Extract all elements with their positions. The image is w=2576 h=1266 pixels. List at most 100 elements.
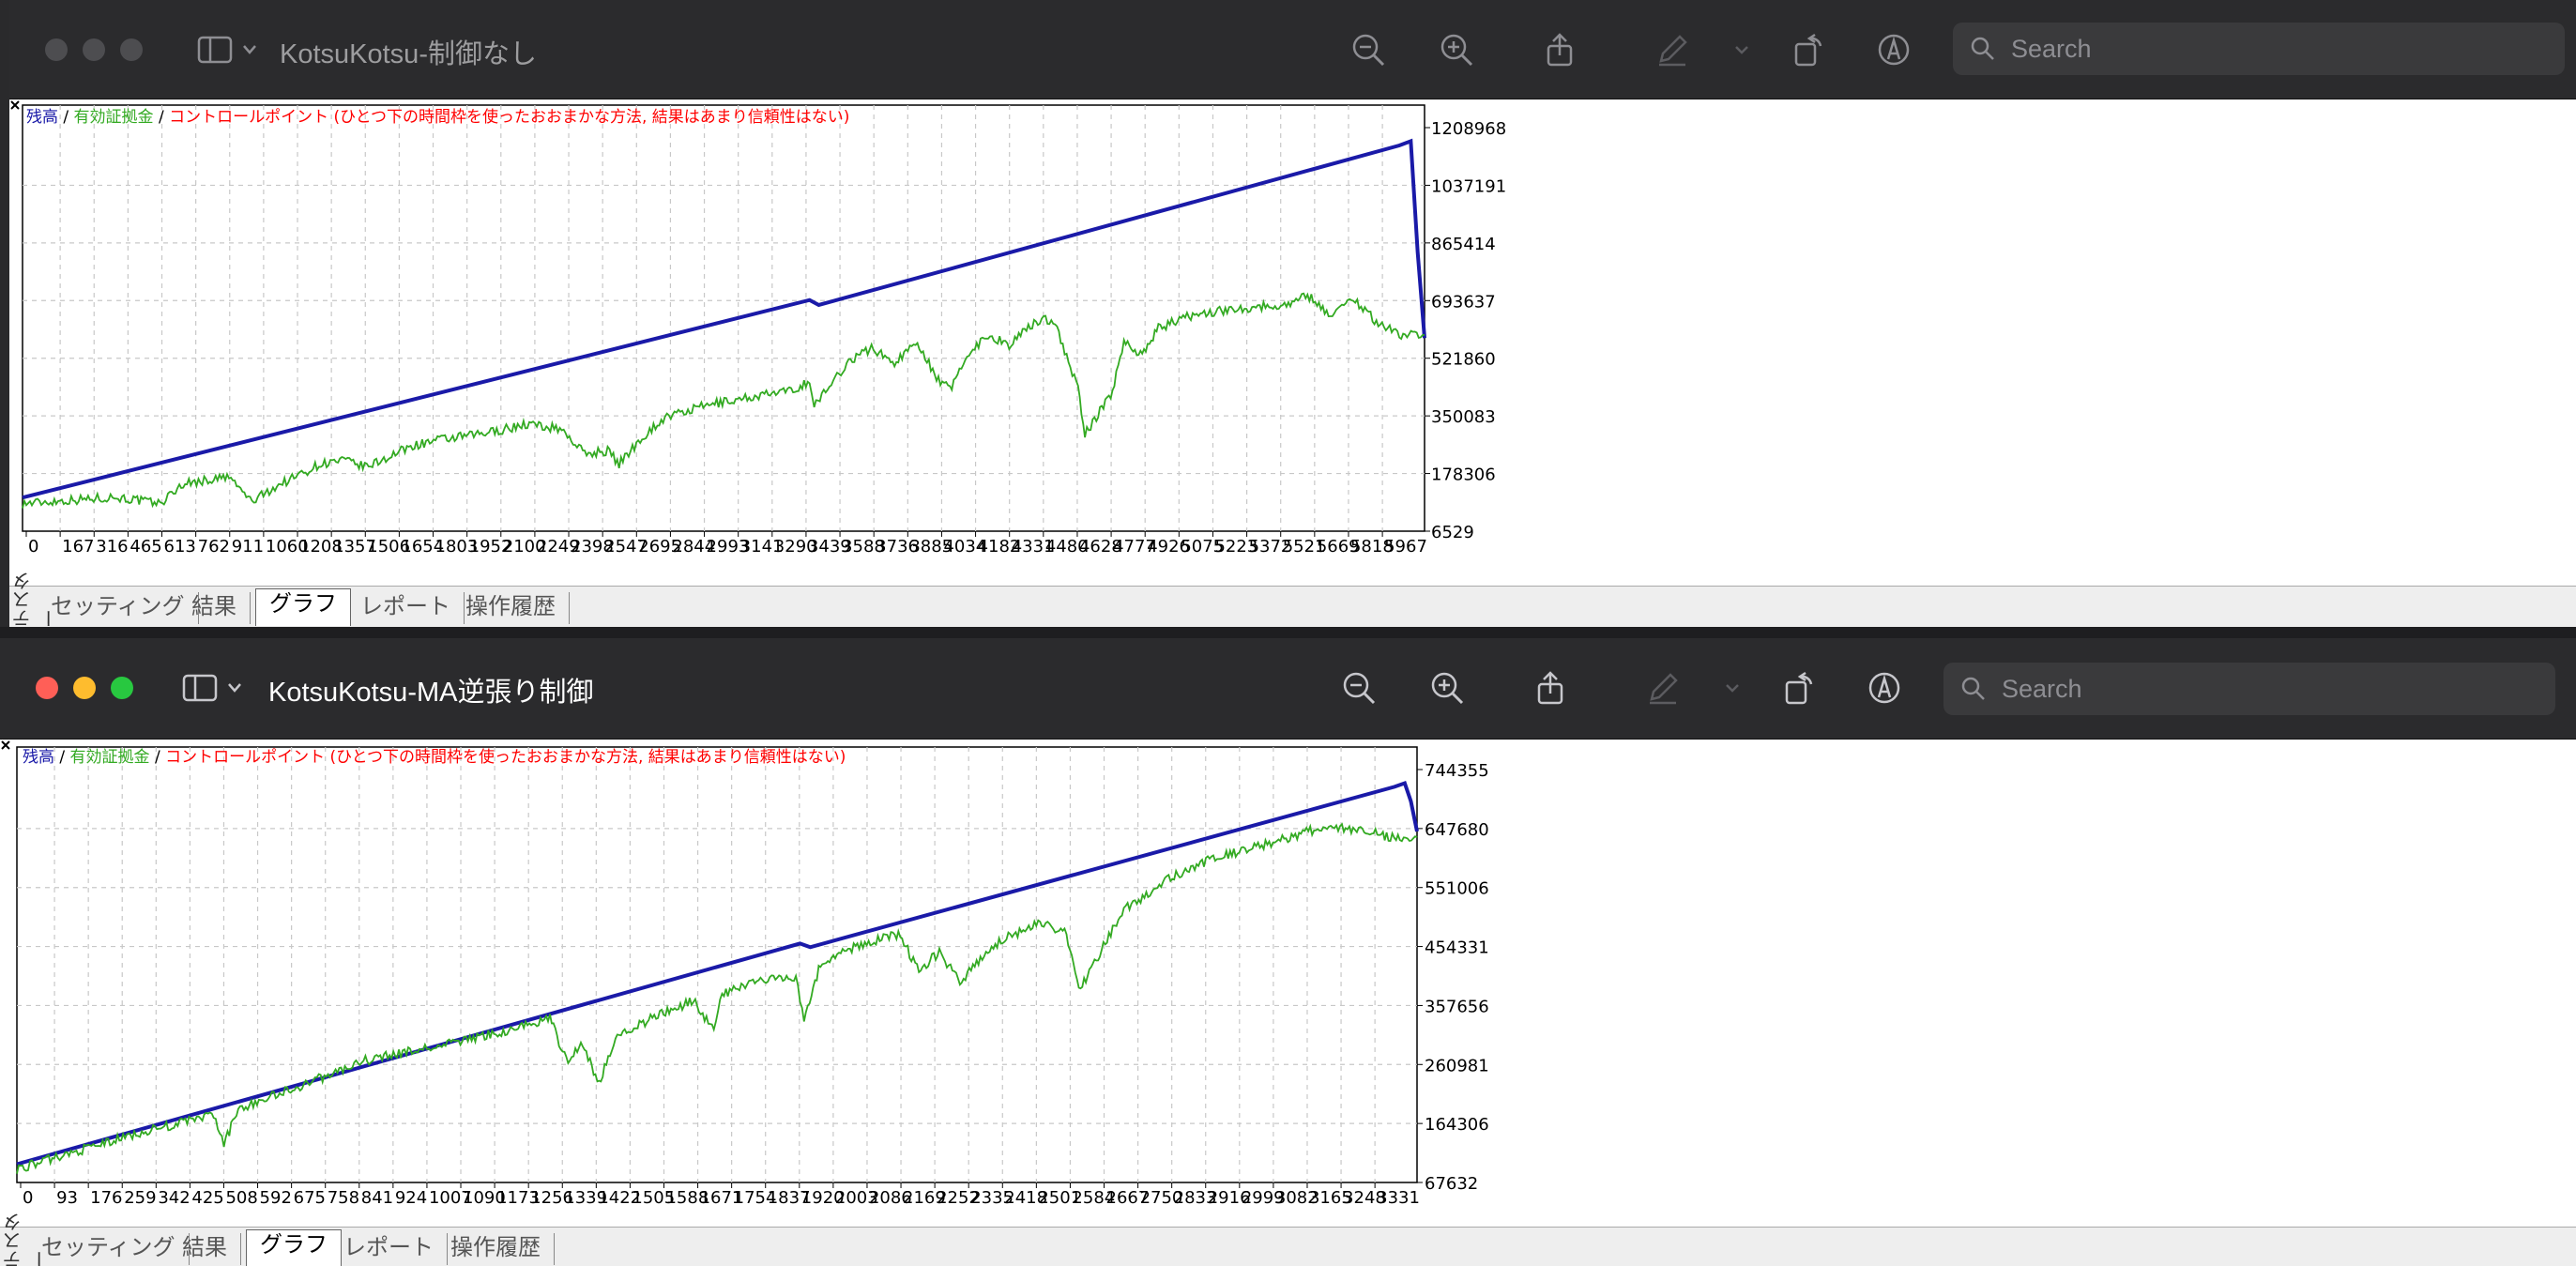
x-tick-label: 5372 [1249,537,1292,557]
y-tick-label: 1208968 [1431,119,1506,139]
search-input[interactable]: Search [1953,23,2565,75]
x-tick-label: 841 [361,1188,393,1208]
x-tick-label: 342 [158,1188,190,1208]
search-icon [1961,677,1985,700]
magnify-plus-icon[interactable] [1428,669,1466,707]
tab-report[interactable]: レポート [347,592,465,624]
x-tick-label: 0 [28,537,38,557]
chart-legend: 残高 / 有効証拠金 / コントロールポイント (ひとつ下の時間枠を使ったおおま… [26,107,849,127]
x-tick-label: 1654 [401,537,444,557]
x-tick-label: 3248 [1343,1188,1386,1208]
x-tick-label: 2418 [1004,1188,1047,1208]
x-tick-label: 3331 [1377,1188,1420,1208]
magnify-plus-icon[interactable] [1438,31,1475,69]
tab-results[interactable]: 結果 [178,592,251,624]
markup-pen-icon[interactable] [1654,31,1691,69]
close-button[interactable] [45,38,68,61]
x-tick-label: 2335 [970,1188,1014,1208]
x-tick-label: 1754 [734,1188,777,1208]
chart-panel: 0 93 176 259 342 425 508 592 675 758 841 924 1007 109… [0,740,2576,1227]
x-tick-label: 3141 [740,537,784,557]
x-tick-label: 1208 [299,537,343,557]
chart-legend: 残高 / 有効証拠金 / コントロールポイント (ひとつ下の時間枠を使ったおおま… [23,747,846,767]
share-icon[interactable] [1532,669,1569,707]
balance-line [22,138,1426,500]
chart-panel: 0 167 316 465 613 762 911 1060 1208 1357 1506 1654 1… [9,99,2576,586]
close-icon[interactable] [0,740,11,751]
x-tick-label: 2916 [1208,1188,1251,1208]
x-tick-label: 5075 [1181,537,1224,557]
legend-note: コントロールポイント (ひとつ下の時間枠を使ったおおまかな方法, 結果はあまり信… [169,107,849,127]
x-tick-label: 2750 [1140,1188,1183,1208]
search-input[interactable]: Search [1943,663,2555,715]
x-tick-label: 1803 [435,537,479,557]
legend-equity: 有効証拠金 [70,748,150,767]
tab-graph[interactable]: グラフ [246,1229,342,1266]
legend-balance: 残高 [23,748,54,767]
chevron-down-icon[interactable] [1723,31,1761,69]
equity-chart: 0 93 176 259 342 425 508 592 675 758 841 924 1007109… [0,740,1489,1208]
y-tick-label: 67632 [1425,1174,1478,1194]
balance-line [16,780,1419,1167]
magnify-minus-icon[interactable] [1349,31,1387,69]
y-tick-label: 693637 [1431,292,1496,312]
x-tick-label: 316 [96,537,128,557]
close-icon[interactable] [9,99,21,111]
tester-side-label: テスター [13,572,61,627]
x-tick-label: 2003 [835,1188,878,1208]
x-tick-label: 4034 [943,537,986,557]
x-tick-label: 465 [130,537,161,557]
magnify-minus-icon[interactable] [1340,669,1378,707]
close-button[interactable] [36,677,58,699]
x-tick-label: 3885 [909,537,953,557]
x-tick-label: 675 [294,1188,326,1208]
search-placeholder: Search [2011,35,2092,63]
minimize-button[interactable] [83,38,105,61]
tab-history[interactable]: 操作履歴 [437,1233,555,1265]
tab-settings[interactable]: セッティング [28,1233,190,1265]
x-tick-label: 592 [260,1188,292,1208]
x-tick-label: 3439 [808,537,851,557]
x-tick-label: 4628 [1079,537,1122,557]
x-tick-label: 1007 [429,1188,472,1208]
annotate-icon[interactable] [1875,31,1913,69]
x-tick-label: 2249 [537,537,580,557]
zoom-button[interactable] [120,38,143,61]
x-tick-label: 5669 [1317,537,1360,557]
annotate-icon[interactable] [1866,669,1903,707]
x-tick-label: 1256 [530,1188,573,1208]
x-tick-label: 2398 [571,537,614,557]
chevron-down-icon[interactable] [1714,669,1751,707]
y-tick-label: 551006 [1425,879,1489,899]
x-tick-label: 2695 [638,537,681,557]
x-tick-label: 1588 [665,1188,709,1208]
tab-graph[interactable]: グラフ [255,588,351,626]
x-tick-label: 5521 [1283,537,1326,557]
x-tick-label: 93 [56,1188,78,1208]
tab-report[interactable]: レポート [330,1233,448,1265]
x-tick-label: 762 [198,537,230,557]
rotate-icon[interactable] [1781,669,1819,707]
x-tick-label: 1060 [266,537,309,557]
x-tick-label: 2169 [903,1188,946,1208]
sidebar-toggle-icon[interactable] [180,674,255,702]
y-tick-label: 357656 [1425,997,1489,1016]
x-tick-label: 1339 [564,1188,607,1208]
y-tick-label: 865414 [1431,235,1496,254]
zoom-button[interactable] [111,677,133,699]
tab-history[interactable]: 操作履歴 [452,592,570,624]
x-tick-label: 1671 [700,1188,743,1208]
y-tick-label: 350083 [1431,407,1496,427]
x-tick-label: 1505 [632,1188,675,1208]
tab-results[interactable]: 結果 [169,1233,241,1265]
x-tick-label: 508 [225,1188,257,1208]
sidebar-toggle-icon[interactable] [195,36,270,64]
rotate-icon[interactable] [1791,31,1828,69]
share-icon[interactable] [1541,31,1578,69]
x-tick-label: 3290 [774,537,817,557]
markup-pen-icon[interactable] [1644,669,1682,707]
tab-settings[interactable]: セッティング [38,592,199,624]
minimize-button[interactable] [73,677,96,699]
x-tick-label: 1422 [598,1188,641,1208]
window-title: KotsuKotsu-制御なし [280,39,537,69]
